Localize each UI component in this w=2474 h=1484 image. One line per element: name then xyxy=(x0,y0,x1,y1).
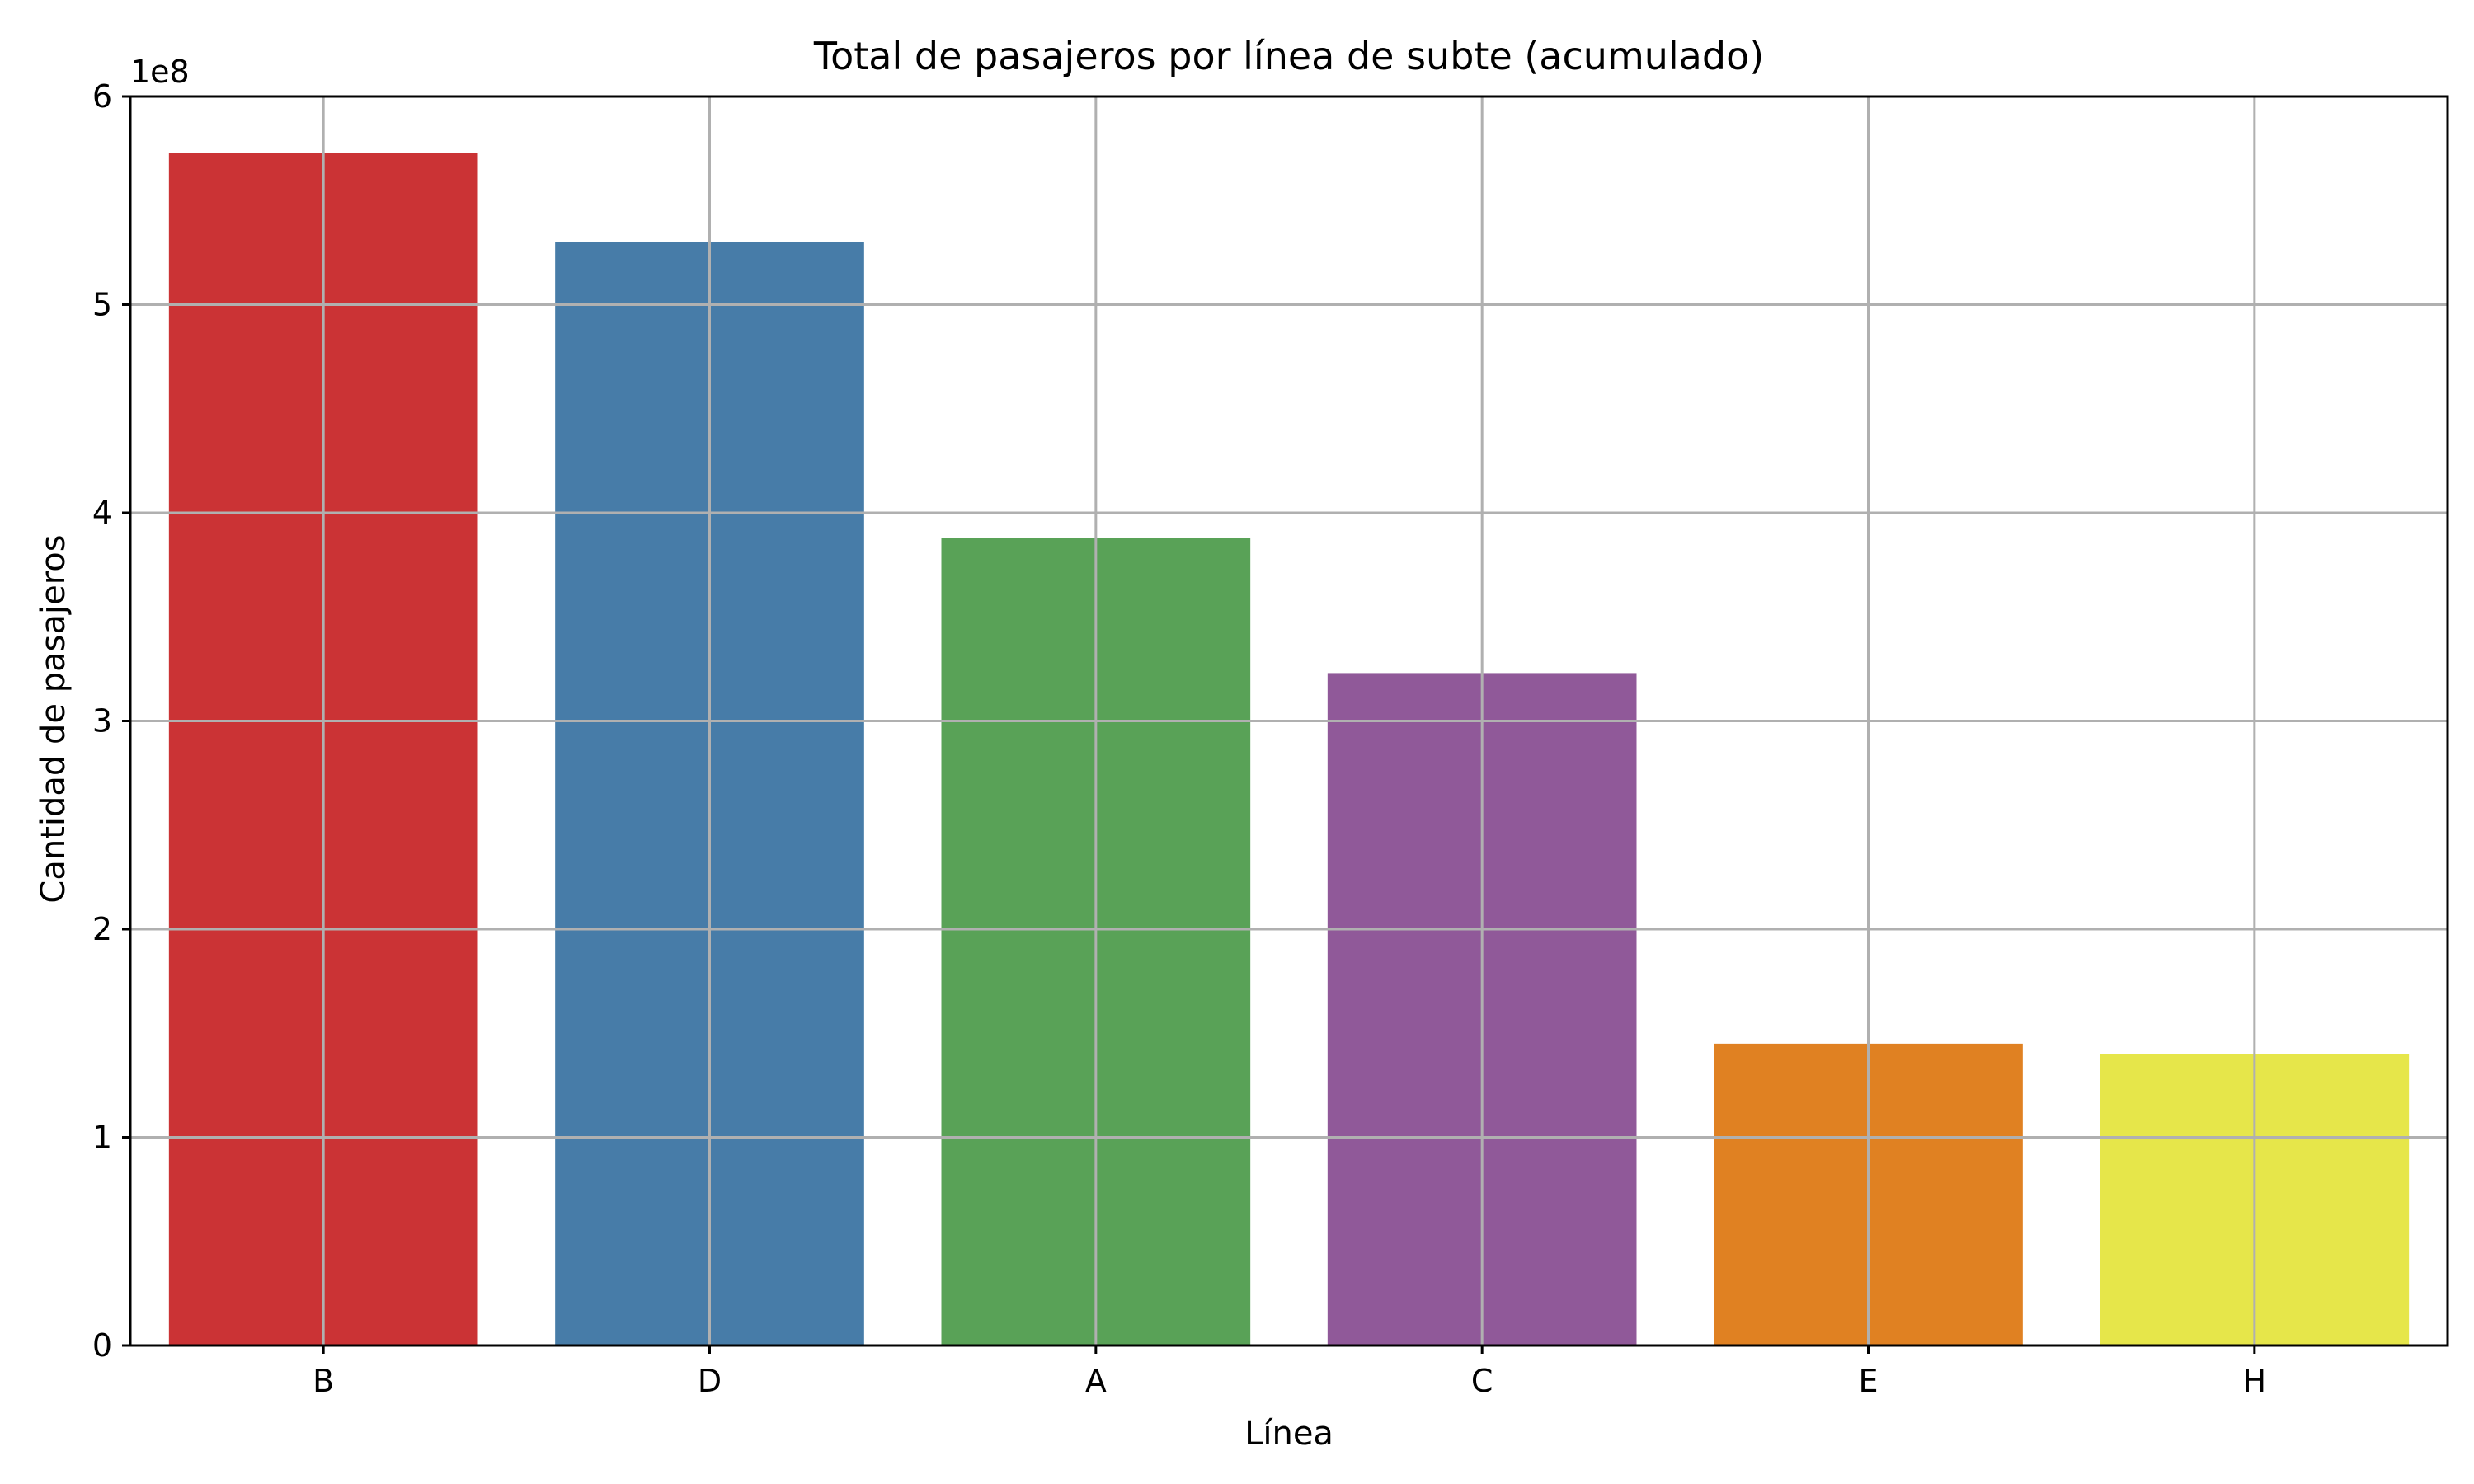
y-tick-label-5: 5 xyxy=(92,287,112,323)
y-tick-label-1: 1 xyxy=(92,1120,112,1156)
x-tick-label-D: D xyxy=(698,1363,722,1399)
x-tick-label-C: C xyxy=(1471,1363,1493,1399)
y-tick-label-3: 3 xyxy=(92,703,112,740)
x-tick-label-E: E xyxy=(1858,1363,1878,1399)
x-tick-label-B: B xyxy=(313,1363,334,1399)
y-tick-label-6: 6 xyxy=(92,78,112,115)
y-tick-label-4: 4 xyxy=(92,495,112,531)
y-axis-offset-label: 1e8 xyxy=(130,54,190,90)
y-axis-label: Cantidad de pasajeros xyxy=(35,534,73,903)
chart-title: Total de pasajeros por línea de subte (a… xyxy=(813,34,1764,78)
x-axis-label: Línea xyxy=(1244,1415,1333,1453)
ticks-group: B D A C E H 0 1 2 3 4 5 6 xyxy=(92,78,2266,1399)
x-tick-label-H: H xyxy=(2243,1363,2267,1399)
y-tick-label-0: 0 xyxy=(92,1327,112,1364)
x-tick-label-A: A xyxy=(1085,1363,1107,1399)
y-tick-label-2: 2 xyxy=(92,911,112,947)
